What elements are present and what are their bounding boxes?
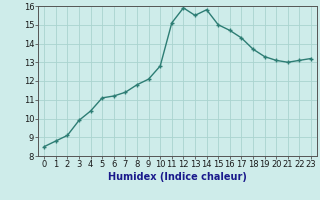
X-axis label: Humidex (Indice chaleur): Humidex (Indice chaleur): [108, 172, 247, 182]
